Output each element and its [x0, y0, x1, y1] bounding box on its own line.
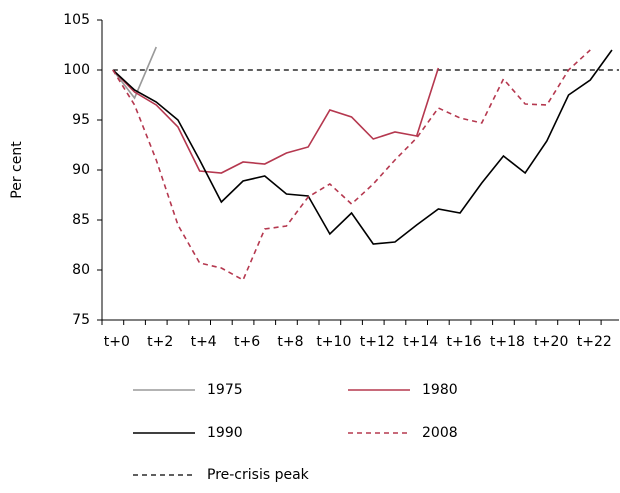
- series-line: [112, 67, 440, 174]
- y-tick-label: 75: [72, 312, 90, 328]
- x-tick-label: t+18: [490, 334, 525, 350]
- y-axis-label: Per cent: [9, 141, 25, 199]
- x-tick-label: t+4: [191, 334, 217, 350]
- series-line: [112, 49, 613, 245]
- y-tick-label: 105: [63, 12, 90, 28]
- y-tick-label: 90: [72, 162, 90, 178]
- x-tick-label: t+20: [533, 334, 568, 350]
- x-tick-label: t+2: [147, 334, 173, 350]
- legend-label: 1975: [207, 382, 243, 398]
- x-tick-label: t+16: [447, 334, 482, 350]
- series-line: [112, 49, 591, 282]
- y-tick-label: 95: [72, 112, 90, 128]
- legend-label: 2008: [422, 425, 458, 441]
- x-tick-label: t+10: [316, 334, 351, 350]
- legend-label: 1990: [207, 425, 243, 441]
- x-tick-label: t+0: [104, 334, 130, 350]
- legend-label: Pre-crisis peak: [207, 467, 310, 483]
- x-tick-label: t+6: [234, 334, 260, 350]
- x-tick-label: t+14: [403, 334, 438, 350]
- y-tick-label: 100: [63, 62, 90, 78]
- y-tick-label: 80: [72, 262, 90, 278]
- y-tick-label: 85: [72, 212, 90, 228]
- x-tick-label: t+12: [360, 334, 395, 350]
- x-tick-label: t+22: [577, 334, 612, 350]
- legend-label: 1980: [422, 382, 458, 398]
- series-line: [112, 46, 157, 100]
- x-tick-label: t+8: [277, 334, 303, 350]
